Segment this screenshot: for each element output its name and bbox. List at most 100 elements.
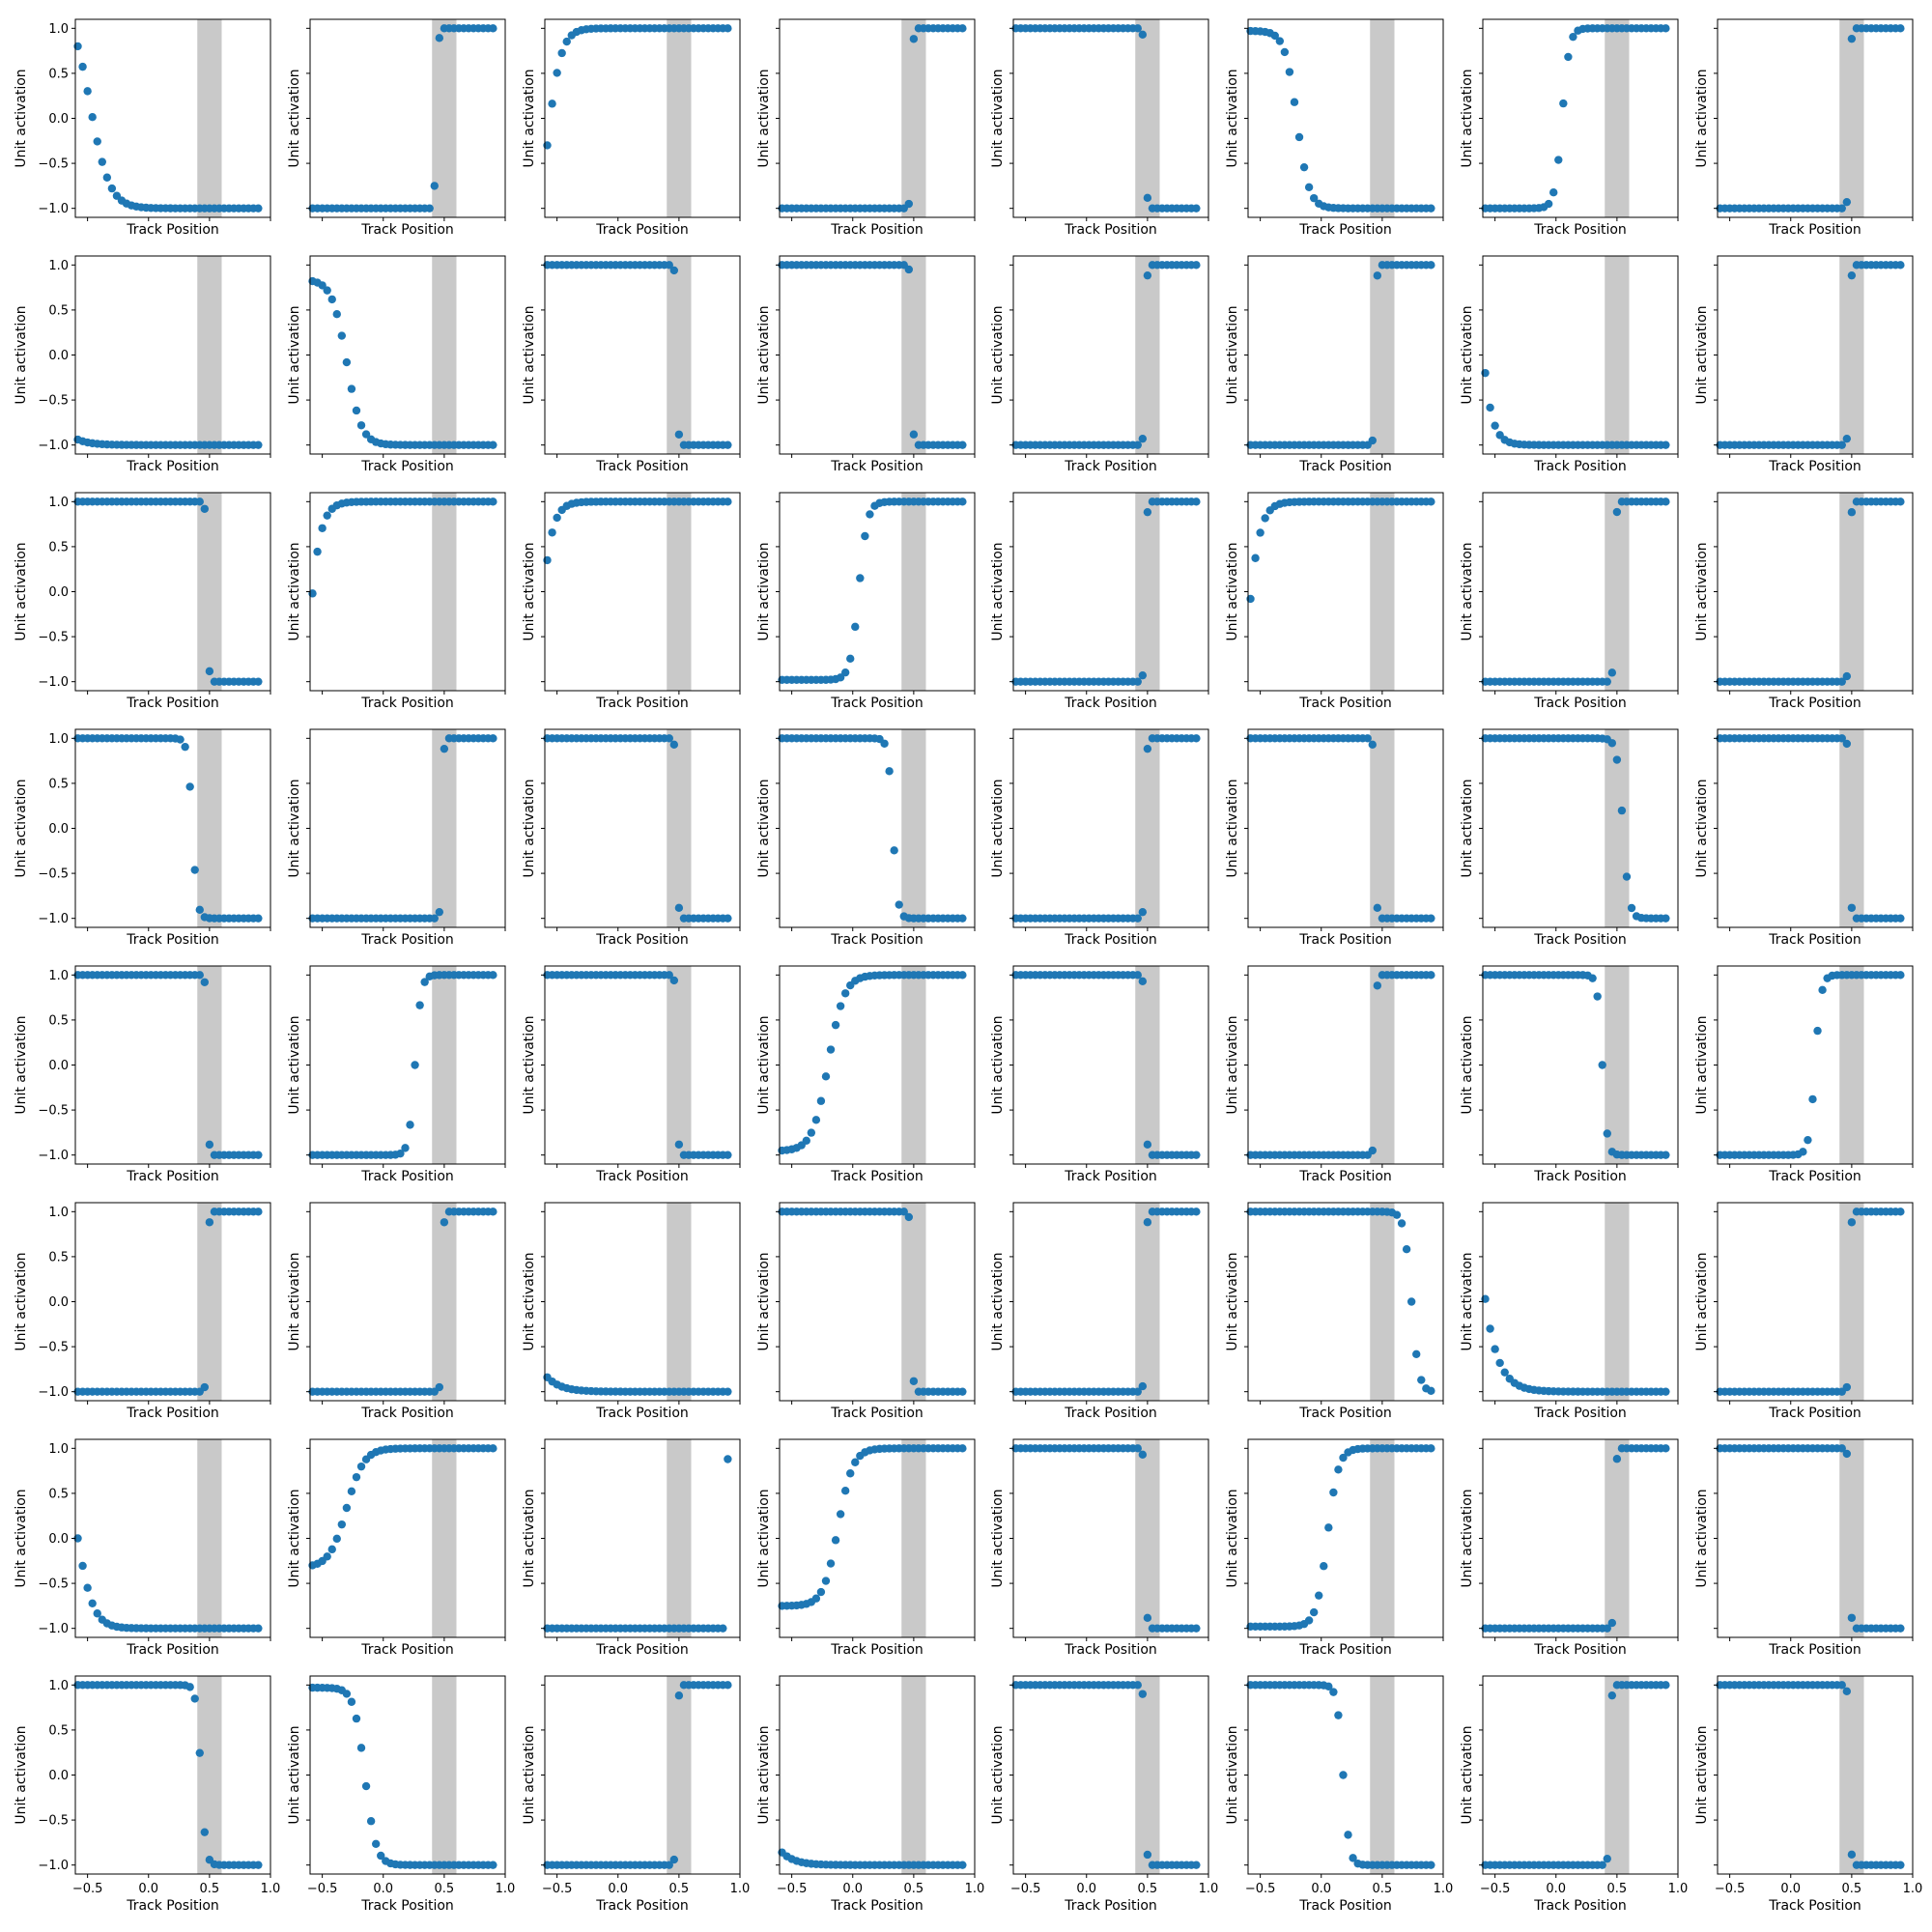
y-axis-label: Unit activation [14,1489,29,1587]
subplot-r5-c6: Track Position Unit activation [1225,965,1444,1184]
data-point [254,204,263,213]
data-point [807,1128,816,1137]
y-axis-label: Unit activation [1460,69,1475,167]
subplot-r8-c3: −0.5 0.0 0.5 1.0 Track Position Unit activati… [522,1675,750,1914]
shaded-region [1135,966,1160,1164]
x-axis-label: Track Position [1064,222,1157,238]
x-axis-label: Track Position [1064,1169,1157,1184]
shaded-region [1839,493,1864,691]
data-point [840,668,850,677]
x-tick-label: −0.5 [777,1882,808,1896]
shaded-region [1839,19,1864,217]
data-point [1607,739,1617,748]
data-point [553,69,561,77]
x-tick-label: −0.5 [1480,1882,1511,1896]
subplot-r6-c6: Track Position Unit activation [1225,1202,1444,1421]
data-point [200,1828,210,1836]
data-point [1344,1831,1352,1839]
data-point [724,440,732,449]
subplot-r4-c1: −1.0 −0.5 0.0 0.5 1.0 Track Position Unit acti… [14,728,271,948]
y-axis-label: Unit activation [1694,779,1710,877]
data-point [836,1002,845,1010]
subplot-r1-c6: Track Position Unit activation [1225,18,1444,238]
axes-frame [309,492,506,692]
data-point [724,1151,732,1159]
data-point [909,35,919,43]
data-point [816,1587,826,1597]
data-point [1339,1771,1348,1779]
data-point [1837,440,1846,449]
data-point [1285,68,1294,76]
shaded-region [667,966,692,1164]
subplot-r4-c5: Track Position Unit activation [990,728,1209,948]
data-point [83,87,92,96]
data-point [327,1545,336,1554]
data-point [1491,1345,1499,1353]
subplot-r4-c8: Track Position Unit activation [1694,728,1914,948]
y-tick-label: −0.5 [38,1814,69,1829]
axes-frame [779,728,976,928]
y-axis-label: Unit activation [1460,1015,1475,1114]
subplot-r6-c3: Track Position Unit activation [522,1202,741,1421]
x-axis-label: Track Position [1768,459,1861,474]
data-point [205,1218,214,1227]
subplot-r6-c1: −1.0 −0.5 0.0 0.5 1.0 Track Position Unit acti… [14,1202,271,1421]
axes-frame [1247,1438,1444,1638]
shaded-region [1370,19,1395,217]
axes-frame [1247,728,1444,928]
data-point [205,1140,214,1150]
shaded-region [901,729,926,927]
x-axis-label: Track Position [595,696,689,711]
data-point [1896,971,1905,980]
subplot-r3-c5: Track Position Unit activation [990,492,1209,711]
y-tick-label: −1.0 [38,1859,69,1873]
data-point [1837,204,1846,213]
data-point [195,497,204,506]
y-axis-label: Unit activation [990,1725,1006,1824]
subplot-r1-c2: Track Position Unit activation [287,18,506,238]
data-point [425,204,434,213]
axes-frame [309,1675,506,1875]
data-point [1607,1618,1617,1628]
y-axis-label: Unit activation [1225,305,1240,404]
y-axis-label: Unit activation [522,1252,537,1350]
x-axis-label: Track Position [1533,1406,1627,1421]
x-tick-label: 0.0 [1311,1882,1331,1896]
data-point [1192,204,1201,213]
x-axis-label: Track Position [1298,932,1392,948]
x-axis-label: Track Position [595,222,689,238]
y-tick-label: −1.0 [38,912,69,926]
data-point [88,113,97,122]
shaded-region [1135,1676,1160,1874]
data-point [181,742,189,752]
data-point [1290,98,1299,106]
data-point [1270,31,1279,41]
x-tick-label: 0.0 [138,1882,158,1896]
axes-frame [74,728,271,928]
data-point [1427,1444,1435,1453]
data-point [1324,1682,1333,1691]
y-tick-label: 0.0 [48,585,69,600]
y-axis-label: Unit activation [14,542,29,640]
x-tick-label: −0.5 [72,1882,103,1896]
y-tick-label: −0.5 [38,1577,69,1592]
x-tick-label: −0.5 [307,1882,338,1896]
axes-frame [1717,492,1914,692]
data-point [899,1208,908,1216]
data-point [1662,914,1670,923]
data-point [254,1151,263,1159]
data-point [1261,514,1269,523]
axes-frame [544,1202,741,1402]
shaded-region [901,1203,926,1401]
shaded-region [432,1439,457,1637]
data-point [802,1136,810,1145]
y-axis-label: Unit activation [1460,779,1475,877]
shaded-region [432,729,457,927]
axes-frame [1717,965,1914,1165]
x-axis-label: Track Position [1298,1898,1392,1914]
data-point [1412,1350,1421,1359]
data-point [200,504,210,513]
subplot-r7-c6: Track Position Unit activation [1225,1438,1444,1658]
y-axis-label: Unit activation [1225,542,1240,640]
